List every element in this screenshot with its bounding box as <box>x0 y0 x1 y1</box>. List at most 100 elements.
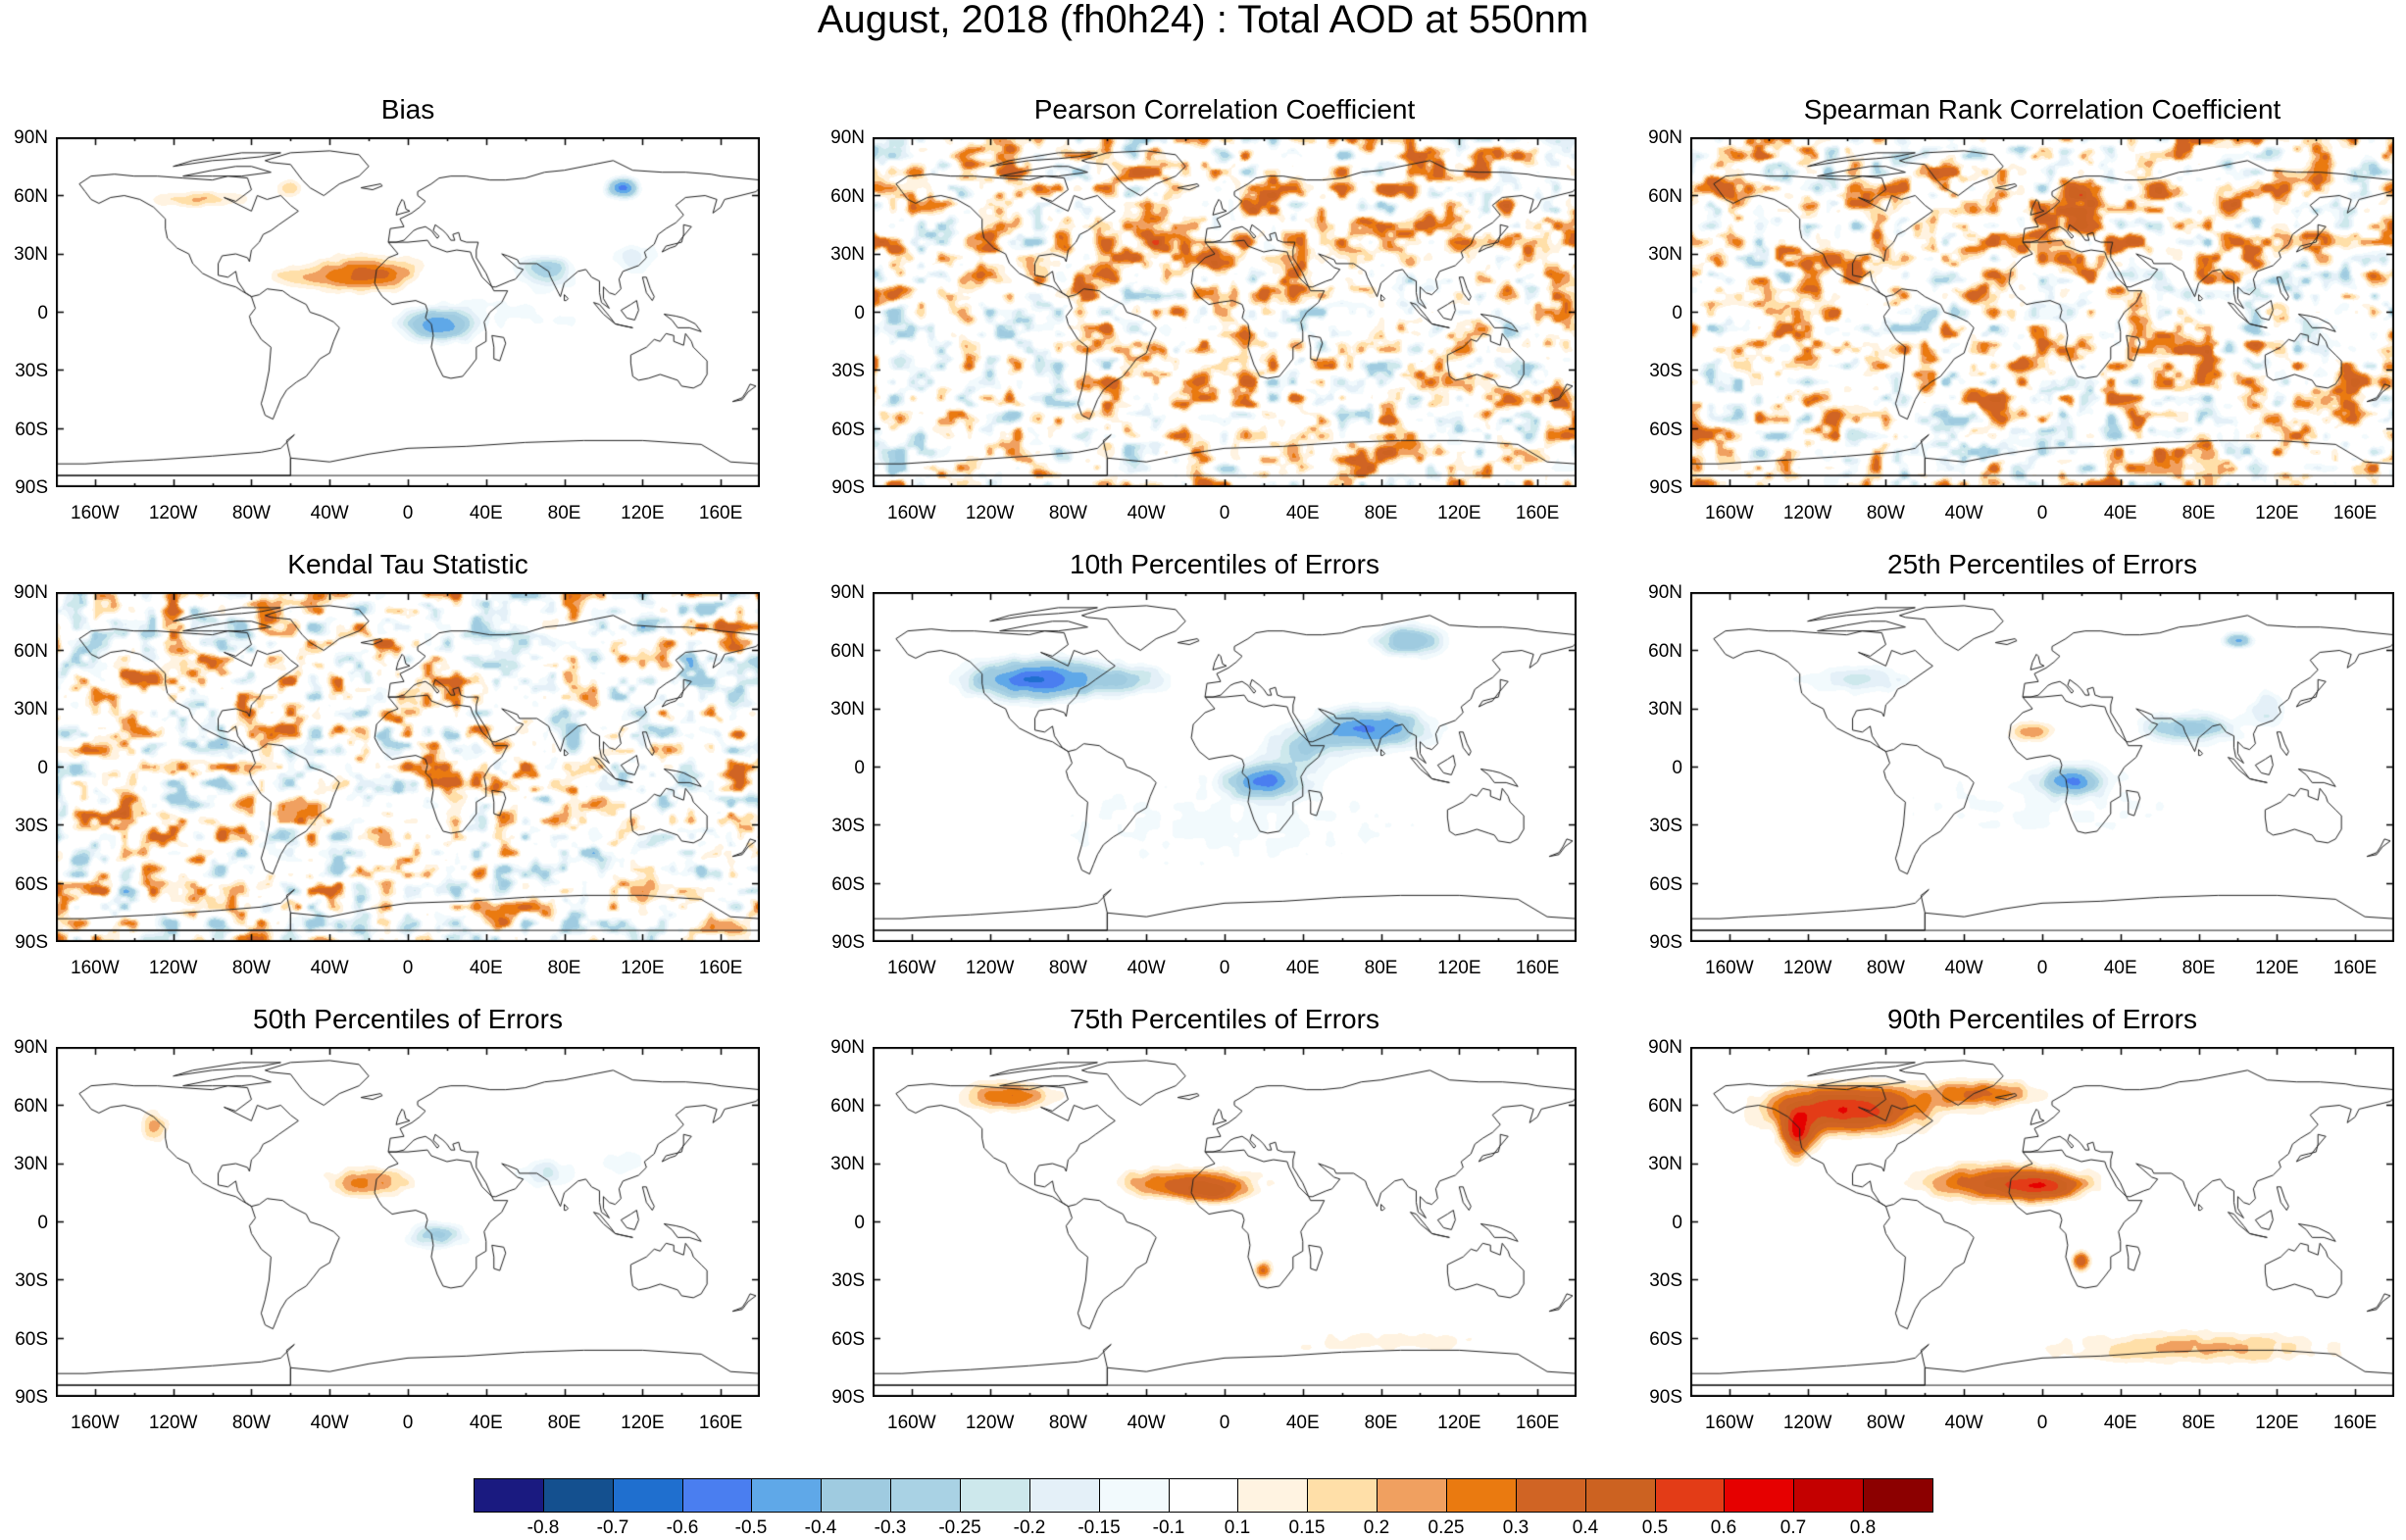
lon-tick-label: 160E <box>1515 503 1560 523</box>
lon-tick-label: 80W <box>231 1413 271 1433</box>
lat-tick-label: 90N <box>14 582 48 603</box>
lat-tick-label: 90S <box>1649 477 1682 498</box>
lat-tick-label: 90N <box>830 582 865 603</box>
lat-tick-label: 0 <box>37 1213 48 1233</box>
lon-tick-label: 80E <box>2181 1413 2216 1433</box>
lon-tick-label: 120W <box>965 1413 1015 1433</box>
lat-tick-label: 90S <box>15 932 48 953</box>
map-p50 <box>56 1047 760 1397</box>
lat-tick-label: 90S <box>1649 1387 1682 1408</box>
lat-tick-label: 30N <box>1648 699 1682 720</box>
colorbar-label: 0.1 <box>1224 1517 1251 1538</box>
lat-tick-label: 90S <box>831 932 865 953</box>
lat-tick-label: 30N <box>14 699 48 720</box>
panel-title: Bias <box>380 94 435 124</box>
lat-tick-label: 90N <box>1648 582 1682 603</box>
map-spearman <box>1690 137 2394 487</box>
lat-tick-label: 0 <box>37 303 48 323</box>
colorbar-swatch <box>1585 1478 1656 1513</box>
colorbar-label: 0.7 <box>1779 1517 1807 1538</box>
lon-tick-label: 40W <box>1127 503 1166 523</box>
colorbar-label: 0.6 <box>1710 1517 1737 1538</box>
lon-tick-label: 0 <box>2036 503 2048 523</box>
lat-tick-label: 60N <box>14 1096 48 1117</box>
colorbar-label: 0.2 <box>1363 1517 1390 1538</box>
colorbar-swatch <box>1516 1478 1586 1513</box>
colorbar-swatch <box>474 1478 544 1513</box>
panel-title: Spearman Rank Correlation Coefficient <box>1803 94 2281 124</box>
colorbar-swatch <box>613 1478 683 1513</box>
lat-tick-label: 30N <box>830 1154 865 1174</box>
colorbar-swatch <box>1029 1478 1100 1513</box>
lon-tick-label: 160W <box>1705 503 1754 523</box>
colorbar-label: 0.15 <box>1288 1517 1326 1538</box>
lat-tick-label: 90N <box>1648 1037 1682 1058</box>
lat-tick-label: 60S <box>831 874 865 895</box>
lon-tick-label: 40W <box>310 958 349 978</box>
lon-tick-label: 120E <box>621 1413 665 1433</box>
lon-tick-label: 80E <box>547 1413 581 1433</box>
panel-title: 90th Percentiles of Errors <box>1887 1004 2197 1034</box>
lon-tick-label: 160E <box>2332 958 2378 978</box>
colorbar-swatch <box>543 1478 614 1513</box>
lat-tick-label: 90N <box>830 127 865 148</box>
lon-tick-label: 40E <box>1285 1413 1320 1433</box>
lon-tick-label: 80E <box>1364 503 1398 523</box>
lat-tick-label: 60S <box>1649 1329 1682 1350</box>
lat-tick-label: 90N <box>1648 127 1682 148</box>
main-title: August, 2018 (fh0h24) : Total AOD at 550… <box>817 0 1589 41</box>
lat-tick-label: 90S <box>831 477 865 498</box>
lon-tick-label: 160E <box>1515 1413 1560 1433</box>
colorbar-swatch <box>1655 1478 1725 1513</box>
colorbar-swatch <box>1099 1478 1170 1513</box>
lon-tick-label: 0 <box>1219 503 1230 523</box>
map-p75 <box>873 1047 1577 1397</box>
map-kendall <box>56 592 760 942</box>
lon-tick-label: 120E <box>2255 1413 2299 1433</box>
lat-tick-label: 60N <box>830 1096 865 1117</box>
lon-tick-label: 80W <box>1866 503 1905 523</box>
colorbar-label: -0.25 <box>938 1517 981 1538</box>
lon-tick-label: 80E <box>2181 958 2216 978</box>
lon-tick-label: 0 <box>2036 958 2048 978</box>
colorbar-swatch <box>890 1478 961 1513</box>
lon-tick-label: 80W <box>1048 1413 1087 1433</box>
panel-title: 75th Percentiles of Errors <box>1070 1004 1379 1034</box>
lat-tick-label: 30N <box>1648 1154 1682 1174</box>
colorbar-label: -0.5 <box>734 1517 768 1538</box>
lon-tick-label: 40E <box>2103 1413 2137 1433</box>
lon-tick-label: 120W <box>1782 958 1832 978</box>
lat-tick-label: 60N <box>14 641 48 662</box>
colorbar-label: -0.1 <box>1152 1517 1185 1538</box>
lon-tick-label: 120W <box>1782 503 1832 523</box>
panel-title: 25th Percentiles of Errors <box>1887 549 2197 579</box>
lat-tick-label: 60S <box>15 420 48 440</box>
lon-tick-label: 40E <box>2103 503 2137 523</box>
lon-tick-label: 120E <box>1437 503 1481 523</box>
colorbar-swatch <box>682 1478 752 1513</box>
lon-tick-label: 40W <box>310 1413 349 1433</box>
lat-tick-label: 90S <box>15 1387 48 1408</box>
lon-tick-label: 40W <box>1127 958 1166 978</box>
lon-tick-label: 120W <box>965 958 1015 978</box>
lon-tick-label: 160W <box>71 503 120 523</box>
map-bias <box>56 137 760 487</box>
lat-tick-label: 90S <box>15 477 48 498</box>
lat-tick-label: 60N <box>14 186 48 207</box>
lon-tick-label: 120E <box>1437 958 1481 978</box>
colorbar-swatch <box>1307 1478 1378 1513</box>
lat-tick-label: 90N <box>830 1037 865 1058</box>
lon-tick-label: 80W <box>1048 958 1087 978</box>
map-pearson <box>873 137 1577 487</box>
lat-tick-label: 30S <box>1649 816 1682 836</box>
lon-tick-label: 0 <box>1219 958 1230 978</box>
lon-tick-label: 80W <box>1048 503 1087 523</box>
lon-tick-label: 80E <box>547 503 581 523</box>
lat-tick-label: 60N <box>1648 1096 1682 1117</box>
lat-tick-label: 60S <box>15 1329 48 1350</box>
lat-tick-label: 60N <box>1648 186 1682 207</box>
panel-title: Pearson Correlation Coefficient <box>1033 94 1416 124</box>
lat-tick-label: 60N <box>830 641 865 662</box>
lon-tick-label: 40W <box>310 503 349 523</box>
